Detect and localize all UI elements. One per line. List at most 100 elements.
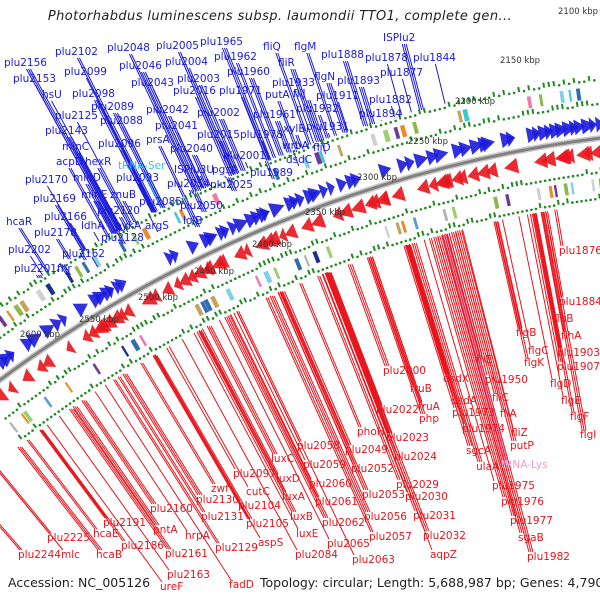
forward-gene-label[interactable]: plu2005 (156, 40, 199, 52)
forward-gene-label[interactable]: plu2050 (180, 200, 223, 212)
reverse-gene-label[interactable]: plu2105 (246, 518, 289, 530)
forward-gene-label[interactable]: plu2162 (62, 248, 105, 260)
reverse-gene-label[interactable]: luxD (276, 473, 300, 485)
forward-gene-label[interactable]: xylB (283, 123, 306, 135)
reverse-gene-label[interactable]: plu1973 (452, 407, 495, 419)
forward-gene-label[interactable]: plu1882 (369, 94, 412, 106)
reverse-gene-label[interactable]: plu2049 (345, 444, 388, 456)
forward-gene-label[interactable]: pykA (115, 220, 142, 232)
forward-gene-label[interactable]: plu2046 (119, 60, 162, 72)
forward-gene-label[interactable]: plu2125 (55, 110, 98, 122)
reverse-gene-label[interactable]: plu2059 (303, 459, 346, 471)
reverse-gene-label[interactable]: plu2029 (396, 479, 439, 491)
forward-gene-label[interactable]: plu2201 (14, 263, 57, 275)
forward-gene-label[interactable]: plu2041 (155, 120, 198, 132)
forward-gene-label[interactable]: plu1962 (214, 51, 257, 63)
forward-gene-label[interactable]: plu1971 (219, 85, 262, 97)
forward-gene-label[interactable]: plu2025 (210, 179, 253, 191)
forward-gene-label[interactable]: pgsA (212, 164, 238, 176)
reverse-gene-label[interactable]: ureF (160, 581, 184, 593)
reverse-gene-label[interactable]: fliE (476, 354, 493, 366)
reverse-gene-label[interactable]: plu2032 (423, 530, 466, 542)
reverse-gene-label[interactable]: plu2161 (165, 548, 208, 560)
forward-gene-label[interactable]: plu2170 (25, 174, 68, 186)
forward-gene-label[interactable]: plu2085 (139, 196, 182, 208)
reverse-gene-label[interactable]: plu1950 (485, 374, 528, 386)
reverse-gene-label[interactable]: plu2225 (47, 532, 90, 544)
reverse-gene-label[interactable]: hrpA (185, 530, 210, 542)
reverse-gene-label[interactable]: plu2130 (196, 494, 239, 506)
forward-gene-label[interactable]: plu1911 (316, 90, 359, 102)
reverse-gene-label[interactable]: plu2084 (295, 549, 338, 561)
reverse-gene-label[interactable]: aspS (258, 537, 284, 549)
forward-gene-label[interactable]: fliQ (263, 41, 281, 53)
reverse-gene-label[interactable]: plu1876 (559, 245, 600, 257)
forward-gene-label[interactable]: plu2098 (72, 88, 115, 100)
reverse-gene-label[interactable]: flgI (580, 429, 597, 441)
forward-gene-label[interactable]: putA (265, 89, 290, 101)
reverse-gene-label[interactable]: flgK (524, 357, 545, 369)
forward-gene-label[interactable]: plu2016 (173, 85, 216, 97)
forward-gene-label[interactable]: plu2089 (91, 101, 134, 113)
forward-gene-label[interactable]: plu1893 (337, 75, 380, 87)
reverse-gene-label[interactable]: phoH (357, 426, 385, 438)
forward-gene-label[interactable]: plu1965 (200, 36, 243, 48)
forward-gene-label[interactable]: plu1878 (365, 52, 408, 64)
reverse-gene-label[interactable]: flgF (570, 411, 590, 423)
forward-gene-label[interactable]: flgM (294, 41, 317, 53)
reverse-gene-label[interactable]: mlc (61, 549, 80, 561)
forward-gene-label[interactable]: plu1844 (413, 52, 456, 64)
reverse-gene-label[interactable]: fliC (492, 392, 509, 404)
reverse-gene-label[interactable]: plu2160 (150, 503, 193, 515)
reverse-gene-label[interactable]: fruA (418, 401, 440, 413)
forward-gene-label[interactable]: plu2120 (97, 205, 140, 217)
reverse-gene-label[interactable]: plu2186 (121, 540, 164, 552)
reverse-gene-label[interactable]: dsdA (451, 395, 477, 407)
reverse-gene-label[interactable]: aqpZ (430, 549, 457, 561)
forward-gene-label[interactable]: plu2040 (170, 143, 213, 155)
reverse-gene-label[interactable]: plu1975 (492, 480, 535, 492)
reverse-gene-label[interactable]: luxC (271, 453, 295, 465)
forward-gene-label[interactable]: argS (145, 220, 169, 232)
reverse-gene-label[interactable]: plu2057 (369, 531, 412, 543)
forward-gene-label[interactable]: plu1877 (380, 67, 423, 79)
reverse-gene-label[interactable]: plu1884 (559, 296, 600, 308)
forward-gene-label[interactable]: plu1961 (253, 109, 296, 121)
reverse-gene-label[interactable]: plu2191 (103, 517, 146, 529)
forward-gene-label[interactable]: plu2043 (131, 77, 174, 89)
reverse-gene-label[interactable]: plu2104 (238, 500, 281, 512)
forward-gene-label[interactable]: minD (73, 172, 101, 184)
reverse-gene-label[interactable]: putP (510, 440, 534, 452)
reverse-gene-label[interactable]: luxB (290, 511, 313, 523)
reverse-gene-label[interactable]: flgE (561, 395, 581, 407)
reverse-gene-label[interactable]: dsdX (443, 373, 469, 385)
reverse-gene-label[interactable]: plu2052 (351, 463, 394, 475)
reverse-gene-label[interactable]: plu2022 (376, 404, 419, 416)
reverse-gene-label[interactable]: plu1907 (557, 361, 600, 373)
reverse-gene-label[interactable]: fruB (410, 383, 432, 395)
forward-gene-label[interactable]: plu1888 (321, 49, 364, 61)
forward-gene-label[interactable]: znuB (110, 189, 137, 201)
reverse-gene-label[interactable]: sgcA (466, 445, 492, 457)
forward-gene-label[interactable]: hsU (42, 89, 62, 101)
forward-gene-label[interactable]: hexR (85, 156, 112, 168)
forward-gene-label[interactable]: ldhA (81, 220, 105, 232)
reverse-gene-label[interactable]: hcaB (96, 549, 123, 561)
forward-gene-label[interactable]: hcaR (6, 216, 33, 228)
forward-gene-label[interactable]: lolB (183, 215, 203, 227)
forward-gene-label[interactable]: plu2093 (116, 172, 159, 184)
reverse-gene-label[interactable]: plu2065 (327, 538, 370, 550)
forward-gene-label[interactable]: plu1960 (227, 66, 270, 78)
reverse-gene-label[interactable]: plu1977 (510, 515, 553, 527)
reverse-gene-label[interactable]: plu2244 (18, 549, 61, 561)
forward-gene-label[interactable]: plu2169 (33, 193, 76, 205)
reverse-gene-label[interactable]: plu2163 (167, 569, 210, 581)
reverse-gene-label[interactable]: ulaA (476, 461, 500, 473)
forward-gene-label[interactable]: flgN (314, 71, 336, 83)
forward-gene-label[interactable]: plu2202 (8, 244, 51, 256)
forward-gene-label[interactable]: tRNA-Ser (118, 160, 166, 172)
forward-gene-label[interactable]: plu1932 (296, 103, 339, 115)
reverse-gene-label[interactable]: plu2129 (215, 542, 258, 554)
reverse-gene-label[interactable]: plu2053 (362, 489, 405, 501)
forward-gene-label[interactable]: plu1978 (240, 129, 283, 141)
